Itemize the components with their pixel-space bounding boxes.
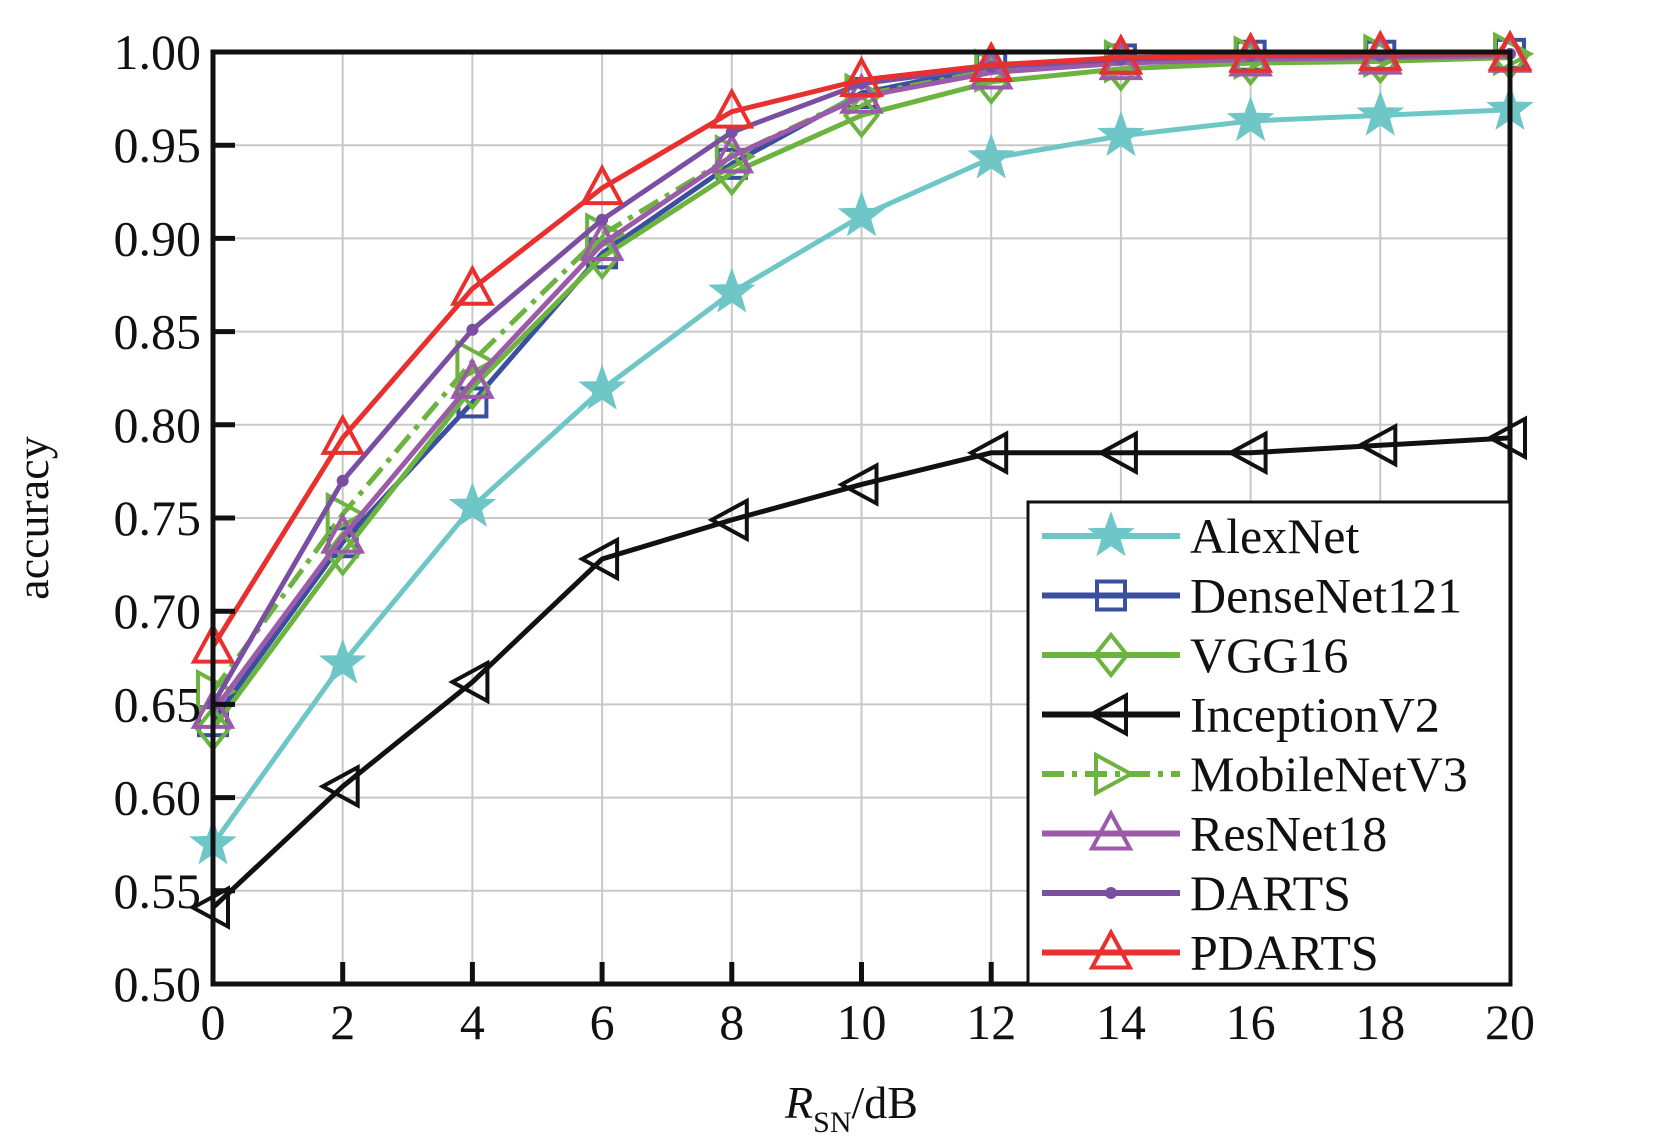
x-tick-label: 18 (1355, 994, 1405, 1050)
legend-label: DARTS (1190, 865, 1351, 921)
data-point (968, 40, 1014, 83)
data-point (837, 462, 879, 507)
data-point (842, 92, 881, 139)
x-tick-label: 6 (590, 994, 615, 1050)
y-tick-label: 1.00 (114, 24, 202, 80)
data-point (1226, 430, 1268, 476)
legend-label: MobileNetV3 (1190, 746, 1468, 802)
y-tick-label: 0.75 (114, 490, 202, 546)
y-tick-label: 0.80 (114, 397, 202, 453)
data-point (1226, 96, 1275, 142)
y-tick-label: 0.95 (114, 117, 202, 173)
legend-marker (1086, 692, 1128, 737)
x-axis-label: RSN/dB (784, 1077, 918, 1139)
x-tick-label: 20 (1485, 994, 1535, 1050)
data-point (708, 267, 756, 313)
y-tick-label: 0.70 (114, 583, 202, 639)
data-point (967, 430, 1009, 476)
legend-item-resnet18: ResNet18 (1042, 806, 1387, 862)
legend-marker (1088, 928, 1134, 970)
data-point (1356, 90, 1405, 136)
legend-label: AlexNet (1190, 508, 1359, 564)
x-tick-label: 14 (1096, 994, 1146, 1050)
y-tick-label: 0.55 (114, 863, 202, 919)
data-point (578, 364, 626, 410)
data-point (336, 474, 349, 487)
y-tick-label: 0.50 (114, 956, 202, 1012)
y-tick-label: 0.90 (114, 210, 202, 266)
x-tick-label: 16 (1226, 994, 1276, 1050)
data-point (1097, 110, 1145, 157)
series-line (210, 55, 1511, 731)
data-point (707, 497, 749, 543)
legend-item-alexnet: AlexNet (1042, 508, 1359, 564)
legend-item-densenet121: DenseNet121 (1042, 568, 1462, 624)
data-point (967, 133, 1015, 179)
legend-marker (1088, 809, 1134, 851)
legend-item-vgg16: VGG16 (1042, 627, 1348, 683)
y-axis-label: accuracy (7, 436, 58, 599)
data-point (837, 191, 886, 237)
legend-label: PDARTS (1190, 925, 1379, 981)
x-axis-label-subscript: SN (813, 1106, 851, 1139)
legend-label: ResNet18 (1190, 806, 1387, 862)
data-point (1356, 422, 1398, 468)
data-point (320, 413, 366, 455)
x-tick-label: 8 (719, 994, 744, 1050)
data-point (320, 512, 366, 554)
x-tick-label: 12 (966, 994, 1016, 1050)
legend-marker (1095, 579, 1127, 612)
data-point (725, 126, 738, 139)
data-point (1098, 33, 1144, 75)
x-axis-label-unit: /dB (852, 1077, 918, 1128)
series-line (210, 51, 1510, 648)
data-point (577, 536, 620, 582)
legend-marker (1087, 511, 1135, 557)
data-point (709, 132, 755, 174)
legend-label: DenseNet121 (1190, 568, 1462, 624)
x-tick-labels: 0 2 4 6 8 10 12 14 16 18 20 (201, 994, 1536, 1050)
legend-box (1026, 500, 1512, 986)
data-point (579, 219, 625, 261)
data-point (448, 481, 497, 528)
legend-marker (1094, 751, 1136, 797)
legend-item-darts: DARTS (1042, 865, 1351, 921)
y-tick-label: 0.85 (114, 304, 202, 360)
legend-label: InceptionV2 (1190, 687, 1440, 743)
data-point (318, 764, 360, 809)
data-point (596, 213, 609, 226)
data-point (714, 134, 756, 179)
data-point (466, 323, 479, 336)
data-point (450, 357, 495, 399)
legend-item-inceptionv2: InceptionV2 (1042, 687, 1440, 743)
legend-items: AlexNetDenseNet121VGG16InceptionV2Mobile… (1042, 508, 1468, 981)
x-tick-label: 10 (837, 994, 887, 1050)
data-point (1096, 430, 1138, 476)
series-line (211, 435, 1511, 910)
x-tick-label: 2 (330, 994, 355, 1050)
legend-item-mobilenetv3: MobileNetV3 (1042, 746, 1468, 802)
y-tick-label: 0.60 (114, 770, 202, 826)
legend-marker (1092, 631, 1130, 679)
y-tick-labels: 0.50 0.55 0.60 0.65 0.70 0.75 0.80 0.85 0.90 0.95… (114, 24, 202, 1012)
series-line (210, 51, 1511, 693)
data-point (450, 264, 495, 306)
data-point (709, 87, 755, 129)
data-point (324, 530, 362, 577)
x-axis-label-symbol: R (784, 1077, 813, 1128)
legend-label: VGG16 (1190, 627, 1348, 683)
x-tick-label: 0 (201, 994, 226, 1050)
data-point (448, 659, 490, 705)
y-tick-label: 0.65 (114, 676, 202, 732)
legend: AlexNetDenseNet121VGG16InceptionV2Mobile… (1026, 500, 1512, 986)
data-point (579, 163, 625, 206)
x-tick-label: 4 (460, 994, 485, 1050)
legend-marker (1105, 887, 1117, 899)
data-point (318, 638, 367, 684)
data-point (839, 55, 884, 97)
data-point (455, 339, 497, 384)
legend-item-pdarts: PDARTS (1042, 925, 1379, 981)
